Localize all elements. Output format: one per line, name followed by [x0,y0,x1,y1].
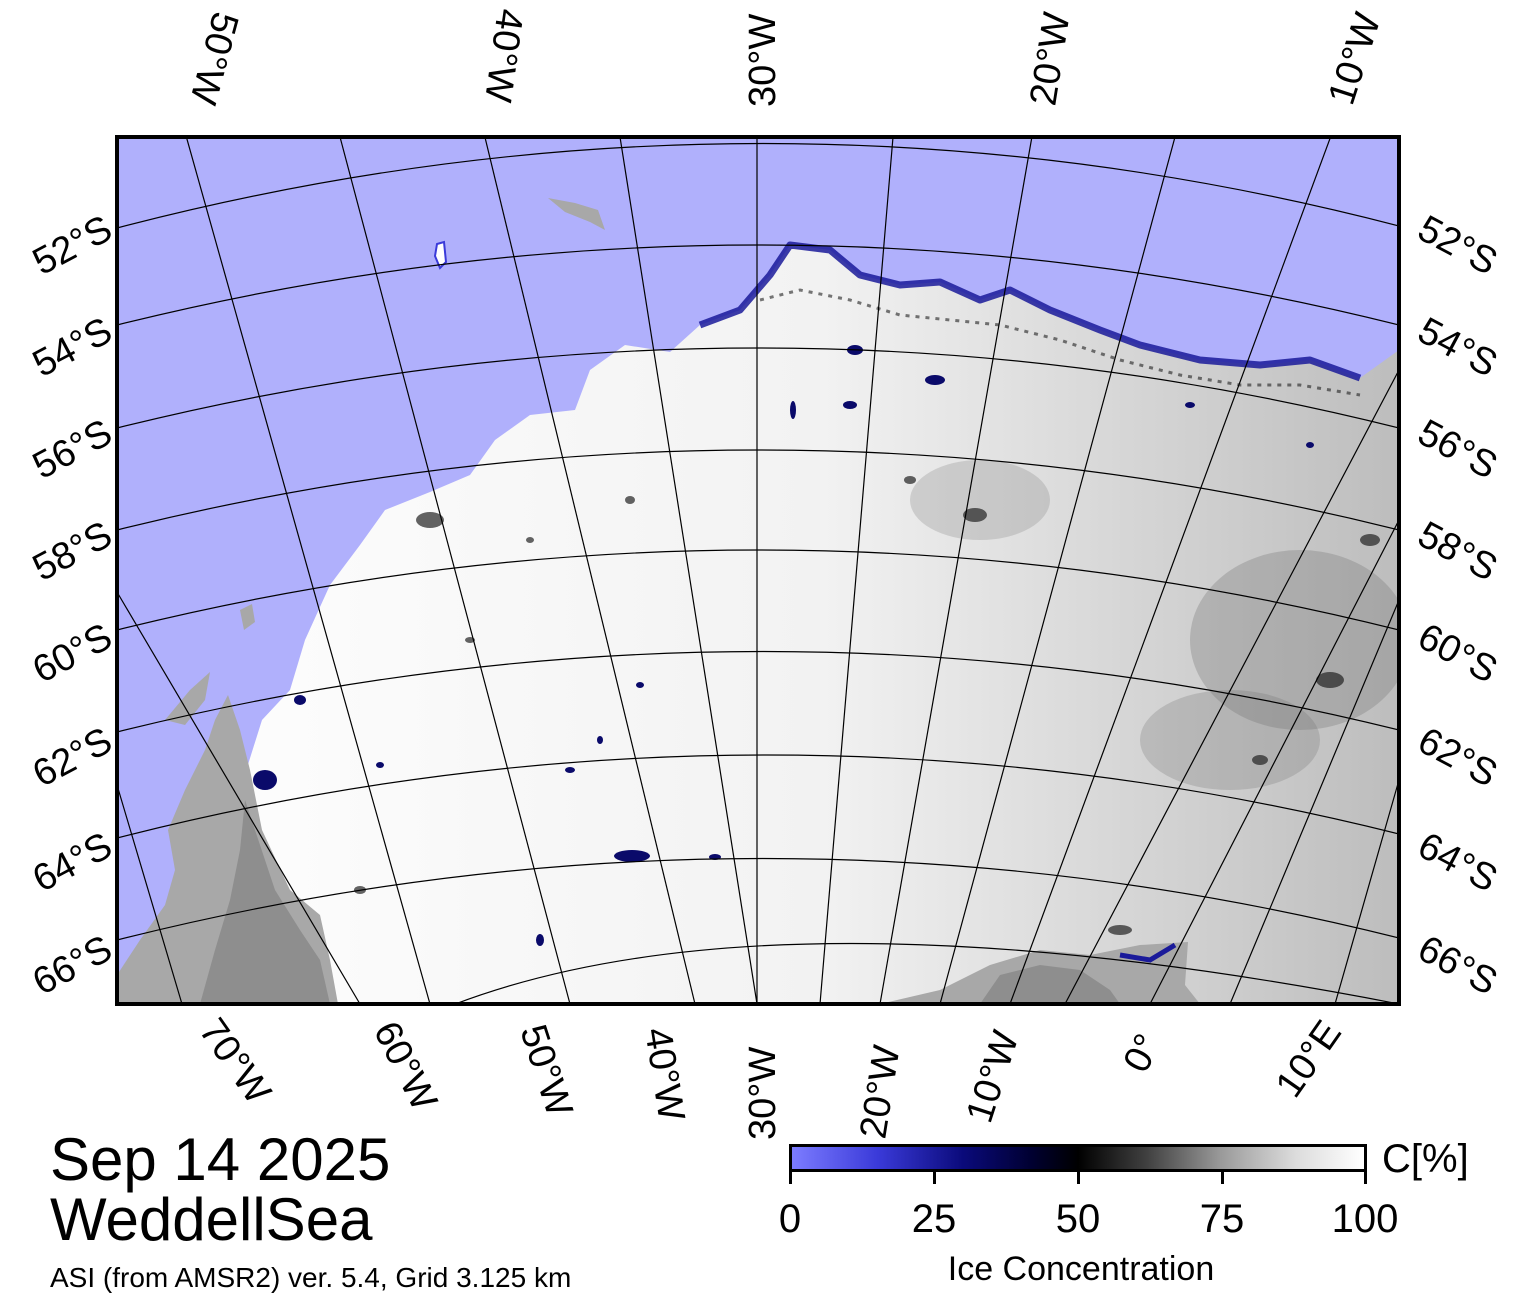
lat-label: 58°S [26,514,119,590]
low-concentration-patch [1140,690,1320,790]
lon-label: 40°W [476,6,531,104]
sea-ice-pack [117,245,1399,1004]
lon-label: 10°W [1321,8,1390,110]
lon-label: 0° [1116,1028,1170,1079]
lat-label: 64°S [26,825,119,901]
lon-label: 20°W [852,1043,908,1142]
peninsula-highland [200,800,330,1004]
map-frame [115,135,1401,1006]
lon-label: 30°W [742,14,784,107]
lat-label: 66°S [26,928,119,1004]
colorbar-tick [1077,1172,1080,1184]
top-lon-labels: 50°W 40°W 30°W 20°W 10°W [181,6,1389,109]
colorbar-tick [933,1172,936,1184]
colorbar-tick-label: 50 [1055,1197,1101,1241]
coastal-low-ice [1119,942,1177,963]
lat-label: 54°S [1411,310,1504,386]
coastal-highland [980,965,1120,1004]
lat-label: 60°S [1411,616,1504,692]
colorbar-title: Ice Concentration [947,1250,1215,1288]
source-note: ASI (from AMSR2) ver. 5.4, Grid 3.125 km [50,1262,572,1293]
south-georgia [548,198,605,230]
lat-label: 52°S [1411,208,1504,284]
lat-label: 62°S [1411,720,1504,796]
latitude-gridlines [117,142,1399,1004]
lat-label: 62°S [26,720,119,796]
lon-label: 10°E [1268,1013,1350,1105]
lat-label: 56°S [1411,412,1504,488]
low-concentration-patch [910,460,1050,540]
lon-label: 60°W [365,1015,445,1117]
lat-label: 58°S [1411,514,1504,590]
date-title: Sep 14 2025 [50,1126,391,1193]
lat-label: 60°S [26,616,119,692]
colorbar [789,1144,1367,1172]
lat-label: 64°S [1411,825,1504,901]
marginal-ice-edge [698,241,1362,382]
lat-label: 52°S [26,208,119,284]
colorbar-tick [1221,1172,1224,1184]
left-lat-labels: 52°S 54°S 56°S 58°S 60°S 62°S 64°S 66°S [26,208,119,1004]
colorbar-tick-label: 100 [1331,1197,1399,1241]
lon-label: 50°W [511,1020,580,1122]
colorbar-tick-label: 0 [778,1197,802,1241]
dark-ice-specks [354,476,1380,935]
island [240,604,255,630]
lat-label: 66°S [1411,928,1504,1004]
lon-label: 10°W [959,1026,1028,1128]
lon-label: 20°W [1022,10,1078,109]
lon-label: 70°W [191,1011,279,1112]
lat-label: 54°S [26,310,119,386]
inner-ice-edge [759,288,1361,397]
island [165,672,210,725]
longitude-gridlines [117,137,1399,1004]
right-lat-labels: 52°S 54°S 56°S 58°S 60°S 62°S 64°S 66°S [1411,208,1504,1004]
colorbar-tick [1364,1172,1367,1184]
lon-label: 40°W [636,1025,692,1124]
region-title: WeddellSea [50,1186,373,1253]
colorbar-tick [789,1172,792,1184]
colorbar-unit: C[%] [1382,1137,1469,1181]
lon-label: 30°W [742,1047,784,1140]
colorbar-tick-label: 25 [911,1197,957,1241]
lat-label: 56°S [26,412,119,488]
bottom-lon-labels: 70°W 60°W 50°W 40°W 30°W 20°W 10°W 0° 10… [191,1011,1350,1141]
colorbar-tick-label: 75 [1199,1197,1245,1241]
lon-label: 50°W [181,8,246,109]
